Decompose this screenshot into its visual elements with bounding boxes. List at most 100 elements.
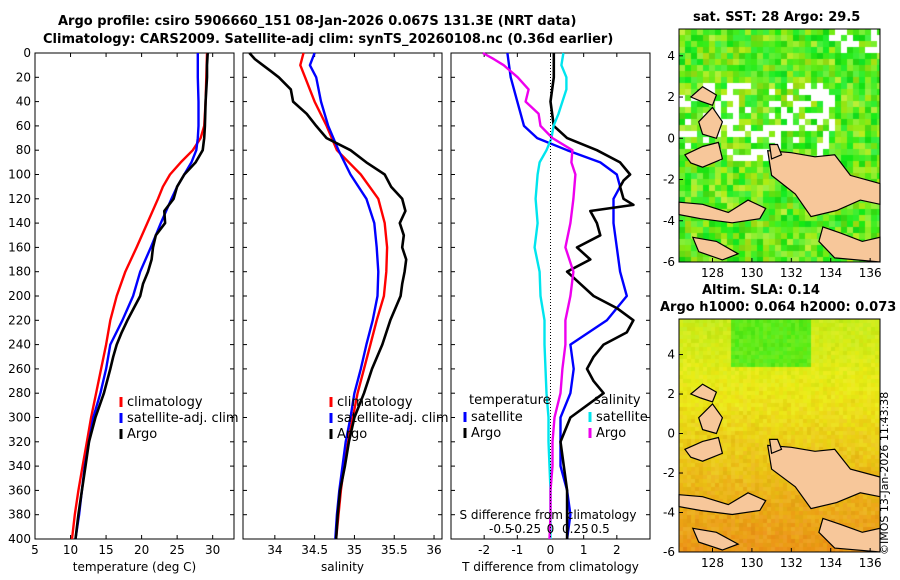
sla-land-4 <box>698 402 724 435</box>
x-axis-label: T difference from climatology <box>461 560 639 574</box>
legend-title-salinity: salinity <box>594 393 641 408</box>
y-tick-label: 220 <box>8 313 31 327</box>
y-tick-label: 380 <box>8 508 31 522</box>
x-axis-label: salinity <box>321 560 364 574</box>
legend-label: Argo <box>127 427 157 442</box>
y-tick-label: 200 <box>8 289 31 303</box>
x-tick-label: 25 <box>170 543 185 557</box>
x-tick-label: 2 <box>613 543 621 557</box>
x-tick-label: 34 <box>267 543 282 557</box>
map-y-tick-label: 2 <box>667 90 675 104</box>
sla-heatmap-image <box>679 319 880 552</box>
figure-title-line2: Climatology: CARS2009. Satellite-adj cli… <box>43 32 614 47</box>
sst-land-3 <box>768 143 783 160</box>
map-x-tick-label: 132 <box>780 266 803 280</box>
sla-map-title-line1: Altim. SLA: 0.14 <box>702 283 820 298</box>
map-y-tick-label: 4 <box>667 49 675 63</box>
x-axis-label: temperature (deg C) <box>73 560 196 574</box>
sla-map-frame <box>678 318 881 553</box>
map-x-tick-label: 128 <box>701 556 724 570</box>
x2-tick-label: -0.25 <box>510 522 541 536</box>
series-line-s-satellite <box>533 52 568 539</box>
y-tick-label: 300 <box>8 411 31 425</box>
series-line-argo <box>248 52 408 540</box>
x-tick-label: 15 <box>98 543 113 557</box>
x-tick-label: 30 <box>205 543 220 557</box>
y-tick-label: 140 <box>8 216 31 230</box>
difference-panel: -2 -1 0 1 2 T difference from climatology S di… <box>450 51 651 574</box>
x-tick-label: 20 <box>134 543 149 557</box>
sst-map-frame <box>678 28 881 263</box>
legend-label: satellite-adj. clim <box>337 411 449 426</box>
map-y-tick-label: -6 <box>663 255 675 269</box>
legend-label: satellite-adj. clim <box>127 411 239 426</box>
sst-map-panel: 128 130 132 134 136 -6 -4 -2 0 2 4 <box>663 28 882 280</box>
legend-label: climatology <box>127 395 203 410</box>
map-y-tick-label: -4 <box>663 506 675 520</box>
legend-label: Argo <box>471 426 501 441</box>
sst-land-0 <box>683 141 724 168</box>
y-tick-label: 260 <box>8 362 31 376</box>
x-tick-label: 1 <box>580 543 588 557</box>
sla-land-2 <box>678 492 767 516</box>
series-line-satellite-adj-clim <box>308 52 380 540</box>
map-y-tick-label: 2 <box>667 387 675 401</box>
series-line-t-argo <box>549 53 635 539</box>
x-tick-label: 5 <box>31 543 39 557</box>
x-tick-label: 10 <box>63 543 78 557</box>
map-y-tick-label: 4 <box>667 348 675 362</box>
map-x-tick-label: 130 <box>740 266 763 280</box>
sla-land-0 <box>683 436 724 462</box>
x2-tick-label: 0.25 <box>562 522 589 536</box>
map-y-tick-label: 0 <box>667 427 675 441</box>
x2-tick-label: 0.5 <box>591 522 610 536</box>
sla-map-panel: 128 130 132 134 136 -6 -4 -2 0 2 4 <box>663 318 882 570</box>
legend-label: satellite <box>596 410 648 425</box>
legend-title-temperature: temperature <box>469 393 551 408</box>
sla-land-7 <box>691 527 740 551</box>
x-tick-label: 35 <box>347 543 362 557</box>
y-tick-label: 360 <box>8 483 31 497</box>
temperature-panel: 0 20 40 60 80 100 120 140 160 180 200 220 240 260 280 3… <box>8 46 239 574</box>
map-y-tick-label: 0 <box>667 131 675 145</box>
sst-land-2 <box>678 199 767 224</box>
map-x-tick-label: 136 <box>859 266 882 280</box>
map-y-tick-label: -6 <box>663 545 675 559</box>
x-tick-label: 36 <box>426 543 441 557</box>
y-tick-label: 80 <box>16 143 31 157</box>
map-x-tick-label: 134 <box>819 556 842 570</box>
legend-label: climatology <box>337 395 413 410</box>
sla-map-title-line2: Argo h1000: 0.064 h2000: 0.073 <box>660 300 897 315</box>
sla-land-5 <box>689 383 718 403</box>
map-x-tick-label: 134 <box>819 266 842 280</box>
y-tick-label: 40 <box>16 95 31 109</box>
x2-axis-label: S difference from climatology <box>460 508 637 522</box>
sst-map-title: sat. SST: 28 Argo: 29.5 <box>693 10 861 25</box>
y-tick-label: 180 <box>8 265 31 279</box>
legend-label: Argo <box>337 427 367 442</box>
y-tick-label: 160 <box>8 240 31 254</box>
plot-frame <box>34 52 235 540</box>
map-y-tick-label: -2 <box>663 173 675 187</box>
y-tick-label: 280 <box>8 386 31 400</box>
series-line-s-argo <box>482 51 577 540</box>
series-line-climatology <box>70 52 209 540</box>
map-x-tick-label: 132 <box>780 556 803 570</box>
y-tick-label: 400 <box>8 532 31 546</box>
y-tick-label: 340 <box>8 459 31 473</box>
map-x-tick-label: 136 <box>859 556 882 570</box>
y-tick-label: 100 <box>8 168 31 182</box>
x2-tick-label: 0 <box>547 522 555 536</box>
y-tick-label: 240 <box>8 338 31 352</box>
map-x-tick-label: 130 <box>740 556 763 570</box>
legend-label: satellite <box>471 410 523 425</box>
series-line-argo <box>74 52 209 540</box>
x-tick-label: 35.5 <box>381 543 408 557</box>
salinity-panel: 34 34.5 35 35.5 36 salinity climatologysatelli… <box>242 52 449 574</box>
y-tick-label: 20 <box>16 70 31 84</box>
map-x-tick-label: 128 <box>701 266 724 280</box>
x2-tick-label: -0.5 <box>489 522 512 536</box>
x-tick-label: 34.5 <box>301 543 328 557</box>
legend-label: Argo <box>596 426 626 441</box>
